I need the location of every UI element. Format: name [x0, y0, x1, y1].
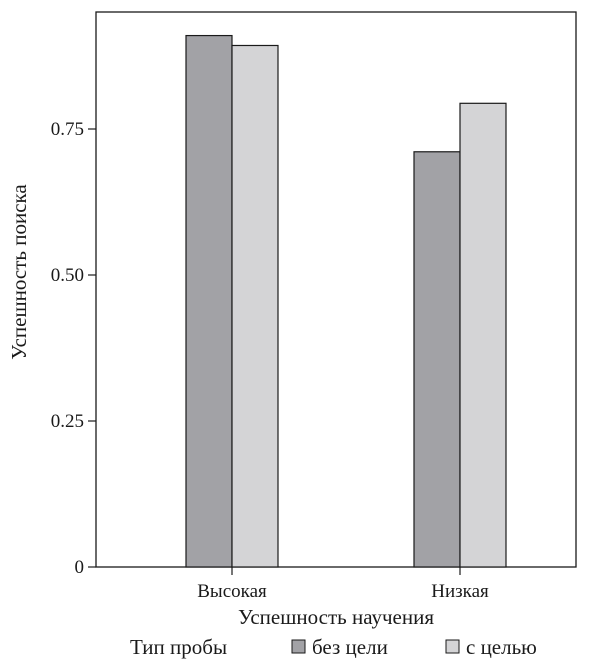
bar-s-celyu-1 [459, 102, 507, 568]
legend-swatch-s-celyu [445, 639, 460, 654]
bar-bez-celi-1 [413, 151, 461, 568]
legend-label-s-celyu: с целью [466, 635, 537, 659]
y-tick-label: 0 [75, 557, 85, 578]
y-axis-title: Успешность поиска [7, 184, 31, 360]
x-tick-label: Низкая [431, 581, 489, 602]
y-axis: 0 0.25 0.50 0.75 [51, 119, 96, 578]
bars [185, 34, 507, 568]
legend-label-bez-celi: без цели [312, 635, 388, 659]
plot-frame [95, 11, 577, 568]
y-tick-label: 0.25 [51, 411, 84, 432]
bar-bez-celi-0 [185, 34, 233, 568]
x-tick-label: Высокая [197, 581, 267, 602]
x-axis: Высокая Низкая [197, 567, 489, 602]
x-axis-title: Успешность научения [238, 605, 434, 629]
bar-s-celyu-0 [231, 44, 279, 568]
legend-title: Тип пробы [130, 635, 227, 659]
y-tick-label: 0.75 [51, 119, 84, 140]
y-tick-label: 0.50 [51, 265, 84, 286]
legend: Тип пробы без цели с целью [130, 635, 537, 659]
legend-swatch-bez-celi [291, 639, 306, 654]
